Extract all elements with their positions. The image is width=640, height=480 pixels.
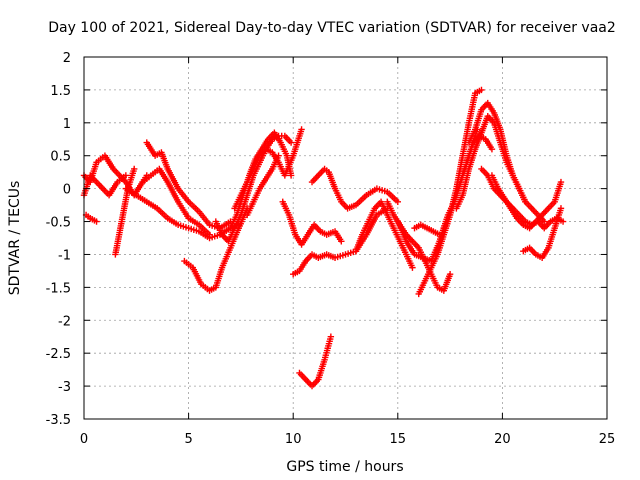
series-arc-2 xyxy=(80,152,150,199)
series-arc-27 xyxy=(520,205,565,261)
y-tick-labels: 2 1.5 1 0.5 0 -0.5 -1 -1.5 -2 -2.5 -3 -3.5 xyxy=(46,51,71,428)
series-arc-15 xyxy=(308,165,401,212)
y-tick-label: -3 xyxy=(58,380,71,395)
series-arc-13 xyxy=(279,198,345,248)
data-point xyxy=(338,238,345,245)
series-arc-16 xyxy=(296,333,335,390)
data-point xyxy=(206,231,213,238)
series-arc-22 xyxy=(432,132,496,258)
series-arc-10 xyxy=(227,129,295,232)
data-point xyxy=(557,178,565,186)
series-arc-21 xyxy=(411,221,443,238)
y-tick-label: 0 xyxy=(63,183,71,198)
data-point xyxy=(559,218,567,225)
y-tick-label: -3.5 xyxy=(46,413,71,428)
data-point xyxy=(541,218,548,225)
series-arc-26 xyxy=(488,172,565,232)
data-point xyxy=(409,264,416,271)
data-point xyxy=(122,172,130,179)
series-arc-6 xyxy=(143,139,234,232)
data-point xyxy=(478,86,485,94)
x-tick-label: 5 xyxy=(184,432,192,447)
data-point xyxy=(287,139,295,146)
x-tick-label: 0 xyxy=(80,432,88,447)
data-point xyxy=(394,198,401,205)
x-tick-label: 20 xyxy=(494,432,511,447)
y-tick-label: 2 xyxy=(63,51,71,66)
x-axis-title: GPS time / hours xyxy=(286,459,403,475)
y-tick-label: 0.5 xyxy=(50,150,71,165)
data-point xyxy=(93,218,100,225)
y-tick-label: 1 xyxy=(63,117,71,132)
data-point xyxy=(557,205,565,212)
chart-title: Day 100 of 2021, Sidereal Day-to-day VTE… xyxy=(48,20,616,36)
grid-lines xyxy=(84,57,607,419)
data-point xyxy=(327,333,335,340)
y-tick-label: -0.5 xyxy=(46,216,71,231)
data-point xyxy=(287,172,295,179)
y-tick-label: -2 xyxy=(58,314,71,329)
series-arc-7 xyxy=(139,165,213,238)
data-marks xyxy=(80,86,567,390)
data-point xyxy=(298,126,305,133)
series-arc-17 xyxy=(352,198,416,271)
plot-frame xyxy=(83,56,608,420)
data-point xyxy=(131,165,138,173)
series-arc-3 xyxy=(82,211,100,225)
y-tick-label: -1 xyxy=(58,248,71,263)
y-tick-label: -2.5 xyxy=(46,347,71,362)
series-arc-11 xyxy=(231,126,305,212)
axis-ticks xyxy=(83,56,608,420)
y-tick-label: -1.5 xyxy=(46,281,71,296)
x-tick-label: 25 xyxy=(599,432,616,447)
x-tick-label: 10 xyxy=(285,432,302,447)
data-point xyxy=(275,152,282,159)
y-axis-title: SDTVAR / TECUs xyxy=(7,181,23,296)
x-tick-labels: 0 5 10 15 20 25 xyxy=(80,432,615,447)
data-point xyxy=(488,145,496,153)
series-arc-24 xyxy=(465,99,548,225)
y-tick-label: 1.5 xyxy=(50,84,71,99)
data-point xyxy=(446,271,454,278)
series-arc-12 xyxy=(243,152,282,219)
x-tick-label: 15 xyxy=(390,432,407,447)
